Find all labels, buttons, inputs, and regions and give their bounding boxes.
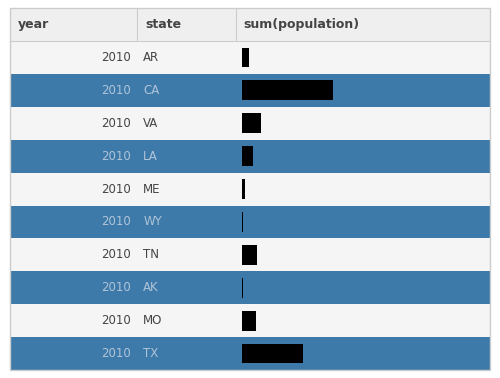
Bar xyxy=(242,278,244,297)
Bar xyxy=(10,173,490,206)
Bar xyxy=(242,212,243,232)
Text: VA: VA xyxy=(143,117,158,130)
Text: LA: LA xyxy=(143,150,158,163)
Bar xyxy=(10,140,490,173)
Text: AR: AR xyxy=(143,51,160,64)
Bar xyxy=(10,8,490,41)
Bar xyxy=(10,271,490,304)
Bar xyxy=(242,245,257,265)
Text: 2010: 2010 xyxy=(102,117,131,130)
Text: 2010: 2010 xyxy=(102,183,131,195)
Bar xyxy=(10,337,490,370)
Text: TN: TN xyxy=(143,248,159,261)
Text: 2010: 2010 xyxy=(102,215,131,228)
Text: TX: TX xyxy=(143,347,158,360)
Text: sum(population): sum(population) xyxy=(244,18,360,31)
Bar xyxy=(242,311,256,330)
Bar xyxy=(242,81,333,100)
Text: 2010: 2010 xyxy=(102,281,131,294)
Bar xyxy=(10,239,490,271)
Bar xyxy=(10,41,490,74)
Text: CA: CA xyxy=(143,84,160,97)
Bar xyxy=(10,74,490,107)
Text: 2010: 2010 xyxy=(102,150,131,163)
Text: ME: ME xyxy=(143,183,160,195)
Text: state: state xyxy=(145,18,182,31)
Bar xyxy=(10,107,490,140)
Bar xyxy=(242,146,252,166)
Text: MO: MO xyxy=(143,314,163,327)
Text: year: year xyxy=(18,18,49,31)
Bar xyxy=(10,304,490,337)
Text: 2010: 2010 xyxy=(102,51,131,64)
Text: 2010: 2010 xyxy=(102,347,131,360)
Bar xyxy=(10,206,490,239)
Text: WY: WY xyxy=(143,215,162,228)
Text: 2010: 2010 xyxy=(102,314,131,327)
Bar xyxy=(242,113,262,133)
Text: 2010: 2010 xyxy=(102,84,131,97)
Bar xyxy=(242,179,245,199)
Bar xyxy=(242,344,304,363)
Bar xyxy=(242,48,249,67)
Text: AK: AK xyxy=(143,281,159,294)
Text: 2010: 2010 xyxy=(102,248,131,261)
